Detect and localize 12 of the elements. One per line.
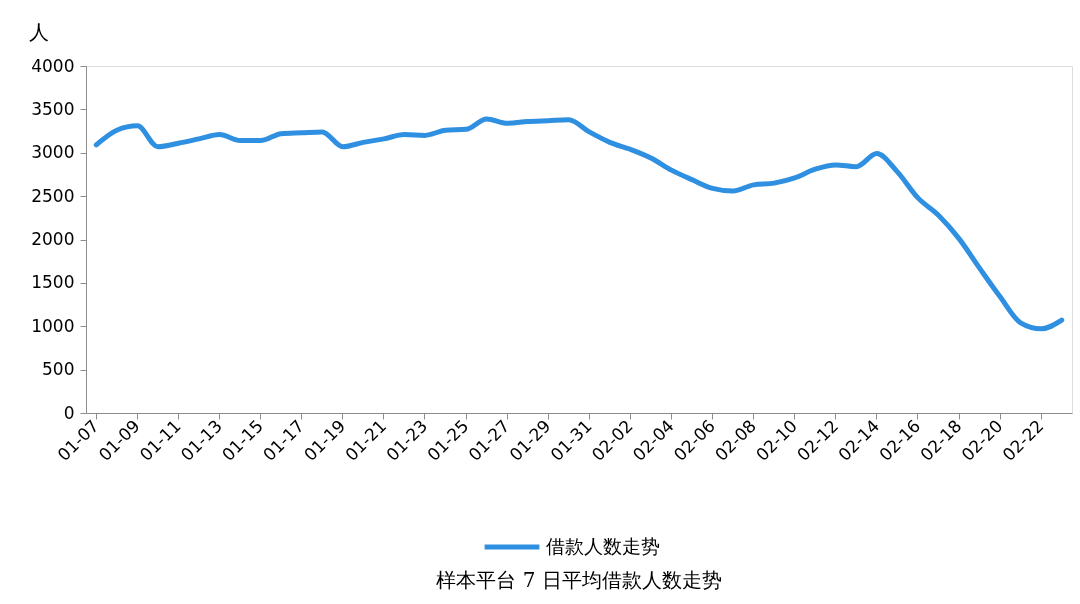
y-tick-label: 1500 (31, 272, 75, 293)
y-tick-label: 1000 (31, 315, 75, 336)
y-tick-label: 500 (42, 359, 75, 380)
text: 样本平台 7 日平均借款人数走势 (436, 568, 722, 592)
y-axis-title: 人 (28, 19, 49, 44)
y-tick-label: 0 (63, 402, 75, 423)
legend-label: 借款人数走势 (546, 535, 660, 557)
y-tick-label: 3000 (31, 142, 75, 163)
y-tick-label: 4000 (31, 55, 75, 76)
y-tick-label: 2000 (31, 229, 75, 249)
y-tick-label: 3500 (31, 98, 75, 119)
y-tick-label: 2500 (31, 185, 75, 206)
